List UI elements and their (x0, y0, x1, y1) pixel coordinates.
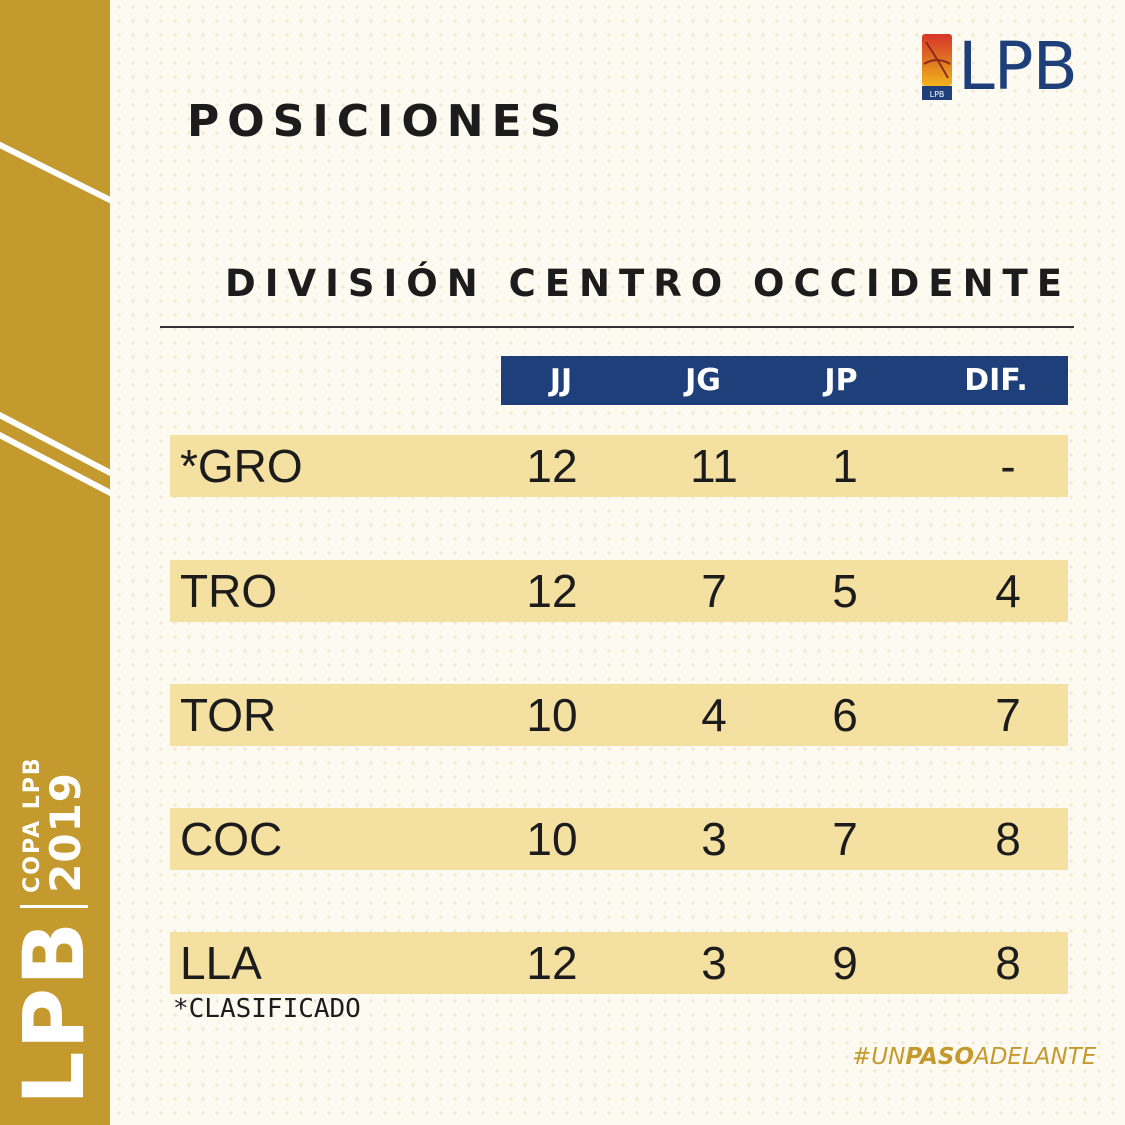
sidebar-divider (20, 904, 88, 908)
cell-jj: 10 (526, 813, 578, 865)
table-row: *GRO 12 11 1 - (170, 435, 1068, 497)
basketball-logo-icon: LPB (922, 34, 952, 100)
cell-jj: 12 (526, 565, 578, 617)
cell-jp: 9 (832, 937, 858, 989)
hashtag-part2: PASO (905, 1044, 974, 1070)
divider-line (160, 326, 1074, 328)
table-row: COC 10 3 7 8 (170, 808, 1068, 870)
cell-jg: 3 (701, 813, 727, 865)
column-header-jp: JP (824, 363, 858, 398)
sidebar-year-text: 2019 (41, 771, 90, 893)
cell-dif: 7 (995, 689, 1021, 741)
cell-dif: 4 (995, 565, 1021, 617)
logo-mark-label: LPB (930, 90, 945, 99)
team-name: TOR (180, 689, 277, 741)
cell-dif: 8 (995, 937, 1021, 989)
sidebar-lpb-text: LPB (5, 919, 103, 1105)
team-name: *GRO (180, 440, 303, 492)
cell-jj: 12 (526, 937, 578, 989)
sidebar-gold-band: LPB COPA LPB 2019 (0, 0, 110, 1125)
division-title: DIVISIÓN CENTRO OCCIDENTE (225, 262, 1072, 305)
logo-text: LPB (958, 28, 1078, 105)
cell-jp: 5 (832, 565, 858, 617)
hashtag: #UNPASOADELANTE (852, 1044, 1096, 1070)
cell-jg: 4 (701, 689, 727, 741)
team-name: COC (180, 813, 283, 865)
team-name: TRO (180, 565, 278, 617)
cell-jp: 7 (832, 813, 858, 865)
cell-jg: 3 (701, 937, 727, 989)
sidebar-stripes (0, 141, 110, 497)
lpb-logo: LPB LPB (922, 28, 1078, 105)
column-header-jg: JG (685, 363, 721, 398)
cell-jj: 10 (526, 689, 578, 741)
column-header-jj: JJ (549, 363, 573, 398)
table-header: JJ JG JP DIF. (501, 356, 1068, 405)
page-title: POSICIONES (187, 96, 570, 147)
footnote-clasificado: *CLASIFICADO (173, 994, 361, 1024)
table-row: LLA 12 3 9 8 (170, 932, 1068, 994)
table-row: TOR 10 4 6 7 (170, 684, 1068, 746)
column-header-dif: DIF. (964, 363, 1028, 398)
cell-jp: 6 (832, 689, 858, 741)
cell-jp: 1 (832, 440, 858, 492)
sidebar-copa-block: COPA LPB 2019 (20, 756, 90, 893)
table-row: TRO 12 7 5 4 (170, 560, 1068, 622)
cell-jg: 11 (690, 440, 738, 492)
cell-jg: 7 (701, 565, 727, 617)
cell-dif: 8 (995, 813, 1021, 865)
cell-dif: - (1000, 440, 1016, 492)
sidebar-brand: LPB COPA LPB 2019 (5, 756, 103, 1105)
cell-jj: 12 (526, 440, 578, 492)
hashtag-part3: ADELANTE (973, 1044, 1097, 1070)
team-name: LLA (180, 937, 262, 989)
hashtag-part1: #UN (852, 1044, 906, 1070)
